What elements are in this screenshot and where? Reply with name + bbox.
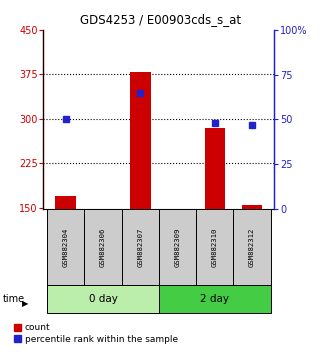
- Text: GSM882309: GSM882309: [175, 227, 180, 267]
- Bar: [242, 205, 262, 209]
- Text: GSM882307: GSM882307: [137, 227, 143, 267]
- FancyBboxPatch shape: [159, 285, 271, 313]
- Text: GSM882304: GSM882304: [63, 227, 69, 267]
- Bar: [130, 72, 151, 209]
- FancyBboxPatch shape: [233, 209, 271, 285]
- FancyBboxPatch shape: [122, 209, 159, 285]
- Text: 0 day: 0 day: [89, 294, 117, 304]
- Text: 2 day: 2 day: [200, 294, 229, 304]
- FancyBboxPatch shape: [84, 209, 122, 285]
- Text: GSM882310: GSM882310: [212, 227, 218, 267]
- FancyBboxPatch shape: [196, 209, 233, 285]
- Text: time: time: [3, 294, 25, 304]
- Bar: [204, 128, 225, 209]
- Bar: [56, 196, 76, 209]
- FancyBboxPatch shape: [159, 209, 196, 285]
- FancyBboxPatch shape: [47, 209, 84, 285]
- Legend: count, percentile rank within the sample: count, percentile rank within the sample: [14, 323, 178, 344]
- Text: GDS4253 / E00903cds_s_at: GDS4253 / E00903cds_s_at: [80, 13, 241, 27]
- Text: ▶: ▶: [22, 299, 28, 308]
- Text: GSM882306: GSM882306: [100, 227, 106, 267]
- FancyBboxPatch shape: [47, 285, 159, 313]
- Text: GSM882312: GSM882312: [249, 227, 255, 267]
